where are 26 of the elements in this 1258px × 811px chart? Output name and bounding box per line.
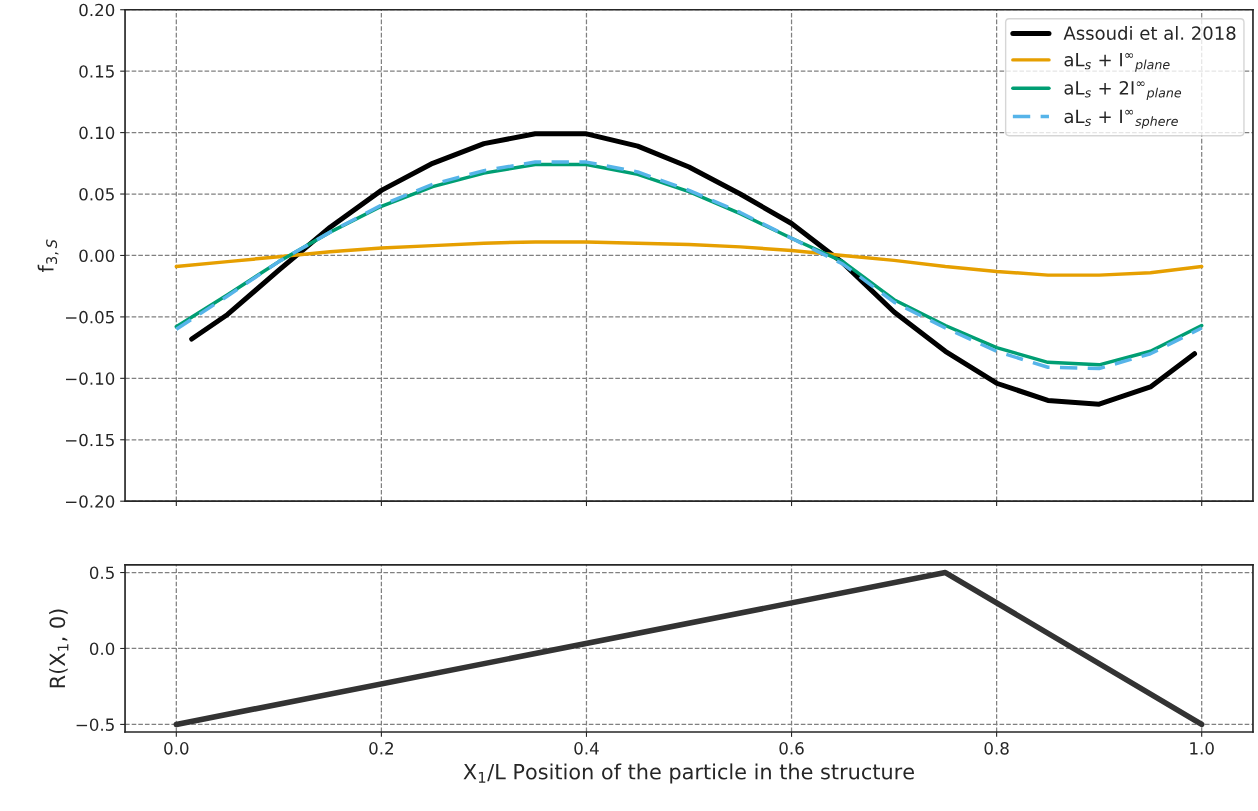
y-tick-label: −0.05 [66, 310, 114, 324]
x-tick-label: 0.8 [984, 742, 1009, 755]
y-tick-label: 0.10 [79, 126, 115, 140]
x-tick-label: 0.6 [779, 742, 804, 755]
legend-label: Assoudi et al. 2018 [1063, 25, 1236, 40]
y-axis-title: f$_{3,S}$ [37, 239, 59, 273]
y-axis-title: R(X$_{1}$, 0) [49, 609, 69, 688]
y-tick-label: −0.20 [66, 495, 115, 508]
legend-label: aL$_{s}$ + 2I$^{∞}$$_{plane}$ [1064, 81, 1182, 100]
y-tick-label: −0.15 [66, 433, 114, 447]
y-tick-label: 0.00 [79, 249, 115, 263]
y-tick-label: 0.05 [79, 187, 114, 201]
y-tick-label: 0.5 [89, 566, 114, 580]
y-tick-label: 0.20 [79, 3, 115, 17]
legend-label: aL$_{s}$ + I$^{∞}$$_{plane}$ [1064, 53, 1170, 72]
x-tick-label: 0.0 [164, 742, 189, 755]
x-tick-label: 0.2 [369, 742, 393, 755]
x-tick-label: 1.0 [1190, 742, 1214, 755]
y-tick-label: −0.10 [66, 372, 115, 385]
y-tick-label: 0.15 [79, 65, 114, 78]
x-tick-label: 0.4 [574, 742, 599, 755]
x-axis-title: X$_{1}$/L Position of the particle in the structure [463, 763, 914, 784]
y-tick-label: 0.0 [89, 642, 115, 656]
legend-label: aL$_{s}$ + I$^{∞}$$_{sphere}$ [1064, 109, 1178, 129]
line-series [174, 240, 1204, 277]
y-tick-label: −0.5 [76, 718, 114, 731]
